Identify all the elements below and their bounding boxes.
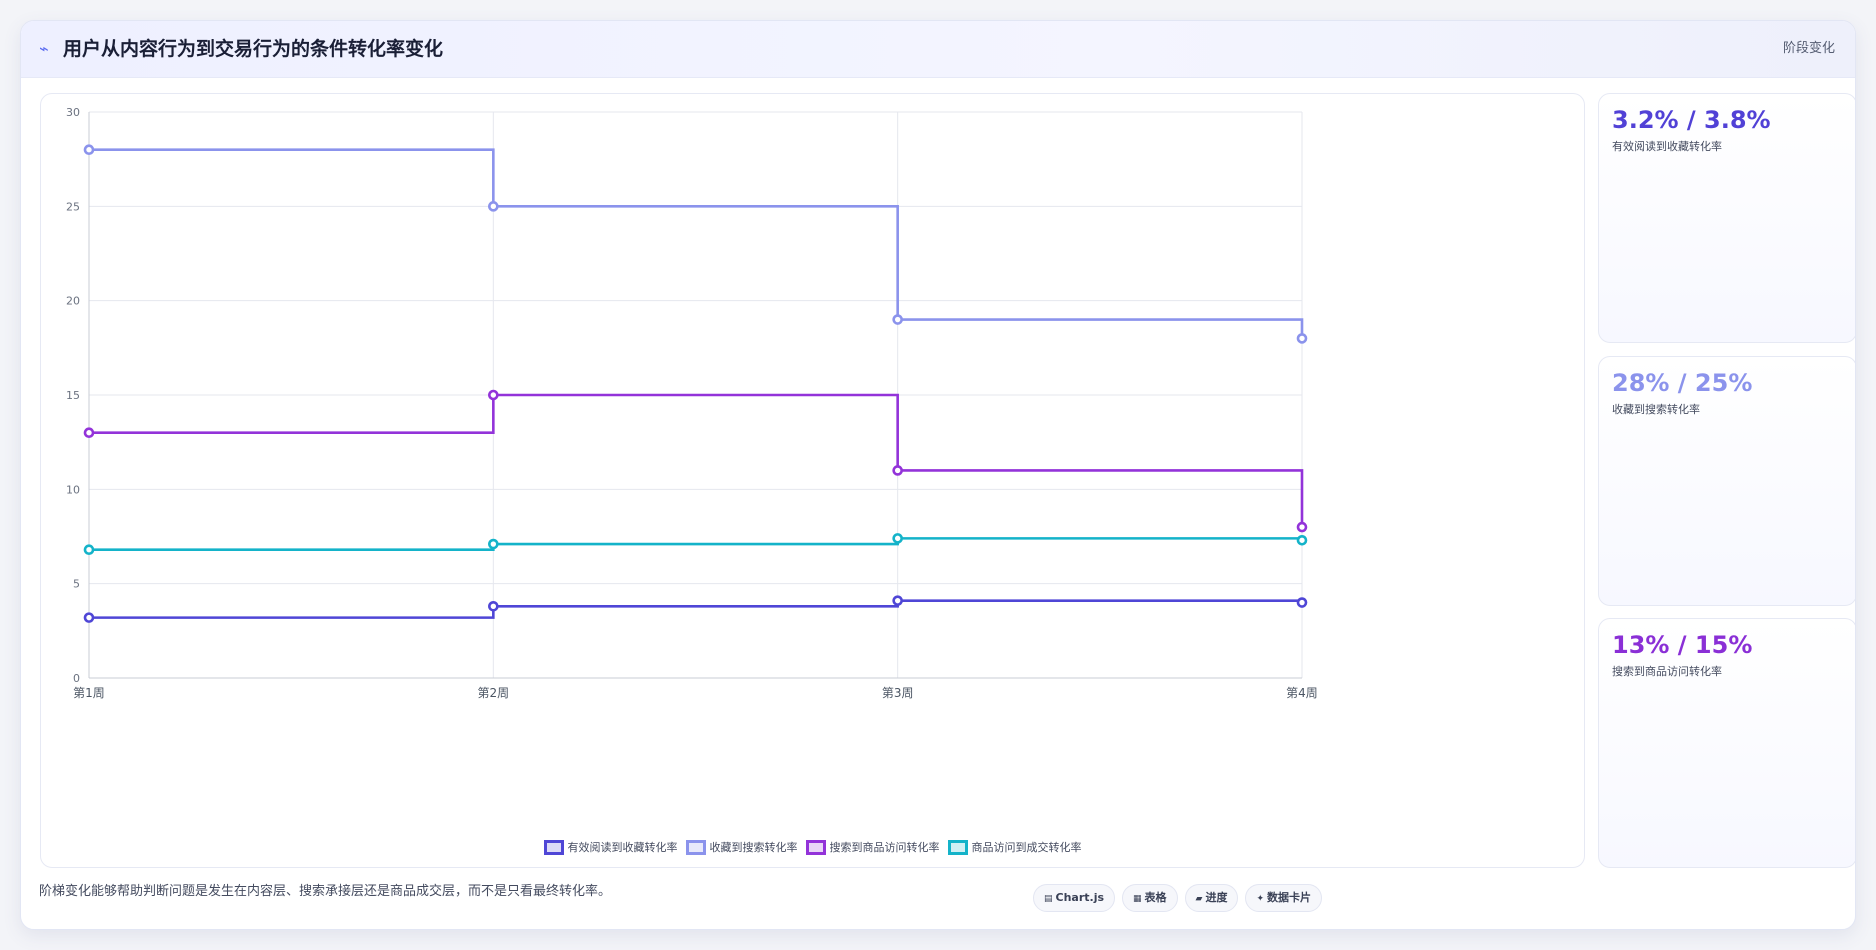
- chip-card[interactable]: ✦ 数据卡片: [1245, 884, 1323, 912]
- legend-label: 搜索到商品访问转化率: [829, 841, 940, 854]
- series-2-point: [1296, 521, 1308, 533]
- legend-label: 商品访问到成交转化率: [971, 841, 1082, 854]
- series-2-point: [892, 465, 903, 476]
- series-2-point: [83, 427, 95, 439]
- series-0-point: [488, 601, 499, 612]
- series-line-3: [89, 537, 1304, 552]
- chart-panel: 0 5 10 15 20 25 30 第1周 第2周 第3周 第4周 有效阅读到收藏转化率 收藏到搜索…: [40, 93, 1585, 868]
- series-1-point: [83, 144, 95, 156]
- legend-item[interactable]: 商品访问到成交转化率: [947, 839, 1082, 855]
- series-1-point: [488, 201, 499, 212]
- series-0-point: [83, 612, 95, 623]
- series-0-point: [1296, 597, 1308, 608]
- x-tick-label: 第1周: [73, 686, 105, 700]
- card-icon: ✦: [1256, 894, 1265, 904]
- series-3-point: [488, 538, 499, 550]
- series-1-point: [1296, 333, 1308, 344]
- chip-chart[interactable]: ▤ Chart.js: [1033, 884, 1116, 912]
- chip-label: Chart.js: [1055, 891, 1105, 904]
- series-2-point: [488, 389, 499, 401]
- chip-label: 数据卡片: [1267, 891, 1312, 904]
- legend-swatch: [685, 839, 706, 855]
- chart-icon: ▤: [1044, 894, 1053, 904]
- chip-progress[interactable]: ▰ 进度: [1184, 884, 1239, 912]
- chip-table[interactable]: ▦ 表格: [1122, 884, 1178, 912]
- legend-label: 有效阅读到收藏转化率: [567, 841, 678, 854]
- series-0-point: [892, 595, 903, 606]
- legend-label: 收藏到搜索转化率: [709, 841, 798, 854]
- x-tick-label: 第2周: [478, 686, 510, 700]
- stat-value: 28% / 25%: [1612, 369, 1753, 397]
- step-line-chart: 0 5 10 15 20 25 30 第1周 第2周 第3周 第4周: [66, 106, 1318, 700]
- stat-card: 3.2% / 3.8% 有效阅读到收藏转化率: [1598, 93, 1855, 343]
- y-tick-label: 30: [66, 106, 80, 119]
- y-tick-label: 10: [66, 483, 80, 496]
- chip-label: 进度: [1205, 891, 1228, 904]
- stat-card: 13% / 15% 搜索到商品访问转化率: [1598, 618, 1855, 868]
- series-line-0: [89, 599, 1304, 619]
- series-line-1: [89, 148, 1304, 339]
- page-title: 用户从内容行为到交易行为的条件转化率变化: [63, 38, 444, 60]
- legend-swatch: [947, 839, 968, 855]
- footer-note: 阶梯变化能够帮助判断问题是发生在内容层、搜索承接层还是商品成交层，而不是只看最终…: [39, 884, 612, 899]
- legend-item[interactable]: 收藏到搜索转化率: [685, 839, 798, 855]
- trend-icon: ⌁: [39, 39, 49, 58]
- series-3-point: [1296, 534, 1308, 546]
- y-tick-label: 20: [66, 295, 80, 308]
- stat-label: 搜索到商品访问转化率: [1612, 665, 1722, 678]
- legend-swatch: [543, 839, 564, 855]
- x-tick-label: 第4周: [1286, 686, 1318, 700]
- card-header: ⌁ 用户从内容行为到交易行为的条件转化率变化 阶段变化: [21, 21, 1855, 78]
- legend-item[interactable]: 搜索到商品访问转化率: [805, 839, 940, 855]
- stat-label: 收藏到搜索转化率: [1612, 403, 1700, 416]
- y-tick-label: 15: [66, 389, 80, 402]
- series-line-2: [89, 393, 1304, 528]
- x-tick-label: 第3周: [882, 686, 914, 700]
- feature-chips: ▤ Chart.js ▦ 表格 ▰ 进度 ✦ 数据卡片: [1033, 884, 1329, 912]
- stat-card: 28% / 25% 收藏到搜索转化率: [1598, 356, 1855, 606]
- progress-icon: ▰: [1195, 894, 1203, 904]
- chip-label: 表格: [1144, 891, 1167, 904]
- y-tick-label: 25: [66, 200, 80, 213]
- legend-swatch: [805, 839, 826, 855]
- series-1-point: [892, 314, 903, 325]
- y-tick-label: 0: [73, 672, 80, 685]
- chart-card: ⌁ 用户从内容行为到交易行为的条件转化率变化 阶段变化 0 5 10 15 20 25 30…: [20, 20, 1856, 930]
- series-3-point: [83, 544, 95, 556]
- series-3-point: [892, 533, 903, 544]
- y-tick-label: 5: [73, 578, 80, 591]
- chart-legend: 有效阅读到收藏转化率 收藏到搜索转化率 搜索到商品访问转化率 商品访问到成交转化率: [41, 839, 1584, 855]
- stage-change-label: 阶段变化: [1782, 41, 1835, 56]
- stat-value: 13% / 15%: [1612, 631, 1753, 659]
- stat-value: 3.2% / 3.8%: [1612, 106, 1771, 134]
- table-icon: ▦: [1133, 894, 1142, 904]
- legend-item[interactable]: 有效阅读到收藏转化率: [543, 839, 678, 855]
- stat-label: 有效阅读到收藏转化率: [1612, 140, 1722, 153]
